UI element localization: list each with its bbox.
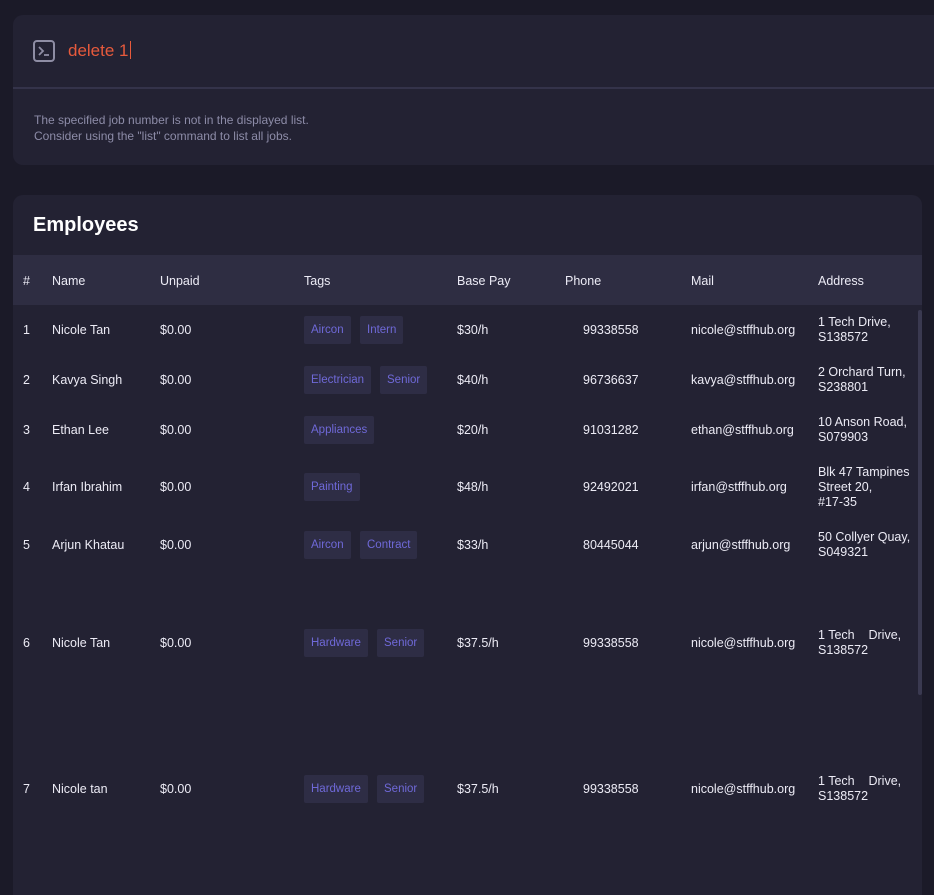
cell-name: Nicole tan: [52, 782, 108, 796]
cell-base-pay: $37.5/h: [457, 636, 499, 650]
column-header-base-pay[interactable]: Base Pay: [457, 274, 511, 288]
address-line: S049321: [818, 545, 869, 559]
address-line: 1 Tech Drive,: [818, 315, 891, 329]
command-input-value: delete 1: [68, 41, 129, 60]
cell-unpaid: $0.00: [160, 373, 192, 387]
cell-index: 7: [23, 782, 30, 796]
tag-badge: Aircon: [304, 531, 351, 559]
cell-base-pay: $37.5/h: [457, 782, 499, 796]
cell-mail: irfan@stffhub.org: [691, 480, 787, 494]
cell-address: 50 Collyer Quay, S049321: [818, 530, 910, 560]
terminal-icon: [33, 40, 55, 62]
column-header-mail[interactable]: Mail: [691, 274, 714, 288]
cell-address: 1 Tech Drive, S138572: [818, 628, 901, 658]
cell-index: 4: [23, 480, 30, 494]
cell-mail: arjun@stffhub.org: [691, 538, 791, 552]
address-line: Blk 47 Tampines: [818, 464, 910, 479]
cell-index: 1: [23, 323, 30, 337]
cell-unpaid: $0.00: [160, 636, 192, 650]
cell-phone: 92492021: [583, 480, 639, 494]
cell-index: 2: [23, 373, 30, 387]
address-line: S138572: [818, 789, 869, 803]
cell-phone: 99338558: [583, 636, 639, 650]
employees-panel: Employees # Name Unpaid Tags Base Pay Ph…: [13, 195, 922, 895]
cell-name: Arjun Khatau: [52, 538, 125, 552]
column-header-tags[interactable]: Tags: [304, 274, 331, 288]
cell-base-pay: $48/h: [457, 480, 489, 494]
tag-badge: Senior: [377, 629, 425, 657]
tag-badge: Intern: [360, 316, 404, 344]
cell-address: 10 Anson Road, S079903: [818, 415, 907, 445]
address-line: #17-35: [818, 494, 857, 509]
column-header-phone[interactable]: Phone: [565, 274, 602, 288]
cell-name: Nicole Tan: [52, 636, 111, 650]
table-scrollbar[interactable]: [918, 310, 922, 695]
cell-index: 5: [23, 538, 30, 552]
address-line: S238801: [818, 380, 869, 394]
cell-mail: nicole@stffhub.org: [691, 782, 796, 796]
tag-badge: Hardware: [304, 775, 368, 803]
address-line: S138572: [818, 643, 869, 657]
cell-phone: 80445044: [583, 538, 639, 552]
text-caret: [129, 41, 131, 59]
feedback-line: The specified job number is not in the d…: [34, 113, 309, 127]
tag-badge: Appliances: [304, 416, 375, 444]
address-line: S079903: [818, 430, 869, 444]
tag-badge: Painting: [304, 473, 360, 501]
cell-unpaid: $0.00: [160, 480, 192, 494]
cell-base-pay: $20/h: [457, 423, 489, 437]
cell-mail: kavya@stffhub.org: [691, 373, 796, 387]
address-line: Street 20,: [818, 479, 873, 494]
tag-badge: Senior: [380, 366, 428, 394]
tag-badge: Electrician: [304, 366, 372, 394]
cell-address: Blk 47 Tampines Street 20, #17-35: [818, 465, 910, 510]
cell-phone: 91031282: [583, 423, 639, 437]
cell-address: 2 Orchard Turn, S238801: [818, 365, 906, 395]
cell-unpaid: $0.00: [160, 538, 192, 552]
tag-badge: Contract: [360, 531, 418, 559]
address-line: 1 Tech Drive,: [818, 774, 902, 788]
command-feedback: The specified job number is not in the d…: [34, 113, 309, 144]
tag-badge: Aircon: [304, 316, 351, 344]
address-line: 2 Orchard Turn,: [818, 365, 906, 379]
cell-index: 3: [23, 423, 30, 437]
column-header-address[interactable]: Address: [818, 274, 864, 288]
employees-title: Employees: [33, 214, 139, 236]
cell-index: 6: [23, 636, 30, 650]
cell-name: Ethan Lee: [52, 423, 109, 437]
cell-mail: nicole@stffhub.org: [691, 323, 796, 337]
tag-badge: Hardware: [304, 629, 368, 657]
column-header-unpaid[interactable]: Unpaid: [160, 274, 200, 288]
address-line: 10 Anson Road,: [818, 415, 907, 429]
tag-badge: Senior: [377, 775, 425, 803]
address-line: S138572: [818, 330, 869, 344]
column-header-name[interactable]: Name: [52, 274, 86, 288]
cell-base-pay: $33/h: [457, 538, 489, 552]
address-line: 1 Tech Drive,: [818, 628, 902, 642]
command-bar: delete 1: [13, 15, 934, 89]
cell-address: 1 Tech Drive, S138572: [818, 774, 901, 804]
cell-phone: 99338558: [583, 323, 639, 337]
feedback-line: Consider using the "list" command to lis…: [34, 128, 292, 143]
command-panel: delete 1 The specified job number is not…: [13, 15, 934, 165]
cell-name: Kavya Singh: [52, 373, 123, 387]
cell-phone: 99338558: [583, 782, 639, 796]
cell-mail: nicole@stffhub.org: [691, 636, 796, 650]
cell-base-pay: $30/h: [457, 323, 489, 337]
cell-name: Irfan Ibrahim: [52, 480, 123, 494]
cell-phone: 96736637: [583, 373, 639, 387]
cell-unpaid: $0.00: [160, 423, 192, 437]
cell-address: 1 Tech Drive, S138572: [818, 315, 891, 345]
table-header: # Name Unpaid Tags Base Pay Phone Mail A…: [13, 255, 922, 305]
column-header-index[interactable]: #: [23, 274, 30, 288]
cell-mail: ethan@stffhub.org: [691, 423, 794, 437]
command-input[interactable]: delete 1: [68, 41, 131, 61]
cell-unpaid: $0.00: [160, 782, 192, 796]
cell-unpaid: $0.00: [160, 323, 192, 337]
address-line: 50 Collyer Quay,: [818, 530, 911, 544]
cell-name: Nicole Tan: [52, 323, 111, 337]
cell-base-pay: $40/h: [457, 373, 489, 387]
